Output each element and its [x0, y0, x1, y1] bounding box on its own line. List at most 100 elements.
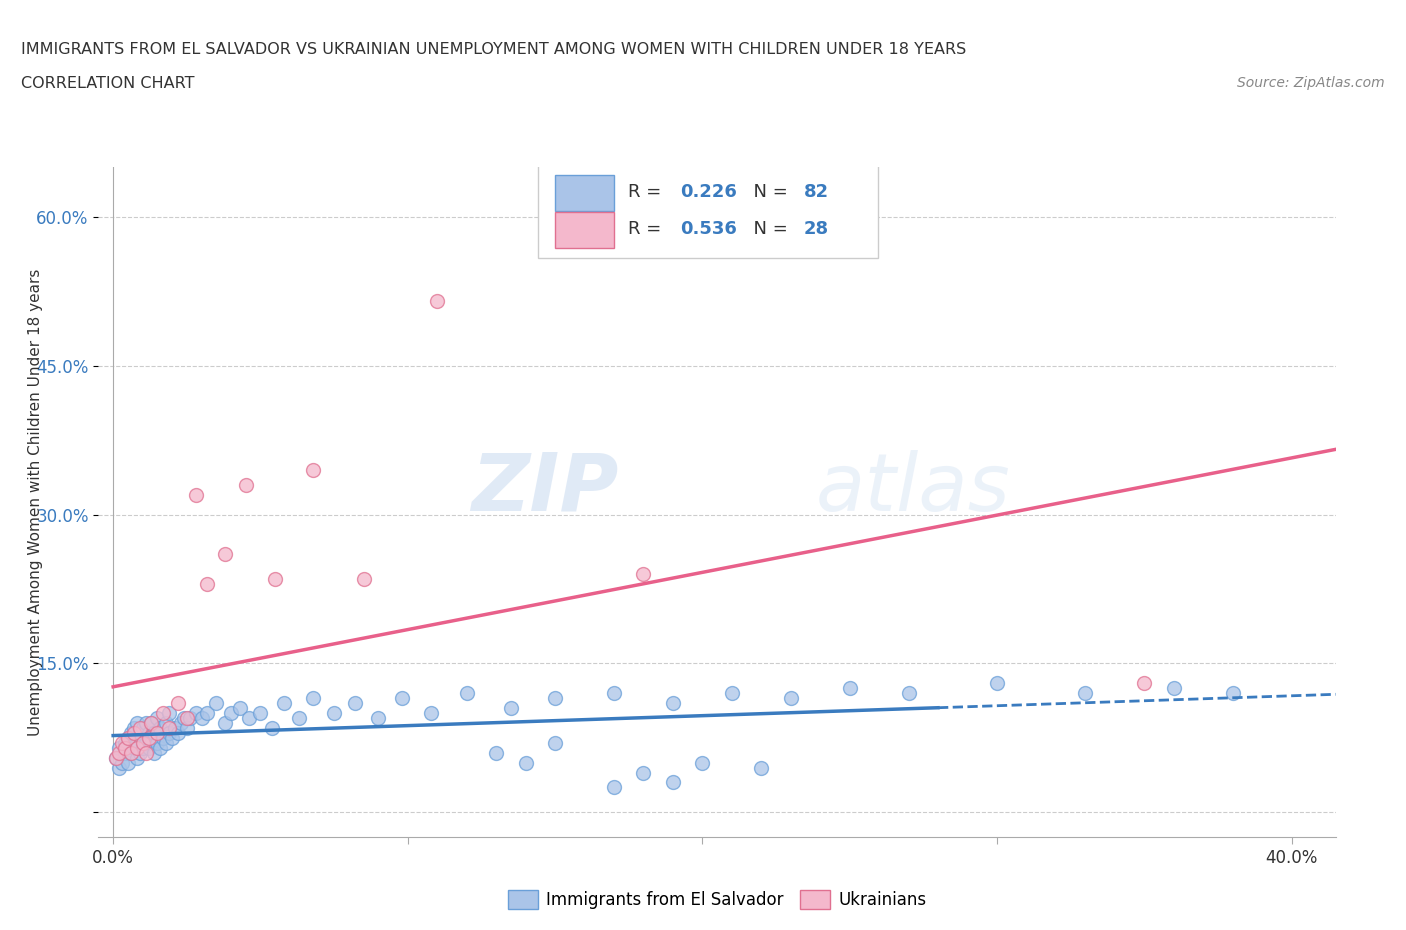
Point	[160, 730, 183, 745]
Point	[125, 715, 148, 730]
Text: R =: R =	[628, 220, 666, 238]
Point	[515, 755, 537, 770]
Text: Unemployment Among Women with Children Under 18 years: Unemployment Among Women with Children U…	[28, 269, 42, 736]
Point	[146, 711, 169, 725]
Point	[152, 730, 174, 745]
Point	[143, 745, 166, 760]
Point	[420, 706, 443, 721]
Point	[146, 725, 169, 740]
Text: N =: N =	[742, 220, 793, 238]
Point	[114, 736, 136, 751]
Point	[219, 706, 242, 721]
FancyBboxPatch shape	[555, 212, 614, 248]
FancyBboxPatch shape	[537, 161, 877, 258]
Point	[108, 760, 131, 775]
Text: 82: 82	[804, 182, 828, 201]
Point	[603, 780, 626, 795]
Point	[155, 715, 177, 730]
Point	[170, 715, 193, 730]
Point	[197, 577, 219, 591]
Point	[264, 572, 287, 587]
Point	[128, 725, 150, 740]
Point	[117, 755, 139, 770]
Point	[897, 685, 920, 700]
Point	[184, 706, 207, 721]
Point	[141, 715, 163, 730]
Point	[122, 721, 145, 736]
Text: N =: N =	[742, 182, 793, 201]
Point	[485, 745, 508, 760]
Point	[157, 706, 180, 721]
Point	[114, 740, 136, 755]
Point	[141, 715, 163, 730]
Point	[122, 740, 145, 755]
Point	[157, 721, 180, 736]
Point	[323, 706, 346, 721]
Point	[117, 730, 139, 745]
Point	[986, 676, 1008, 691]
Point	[135, 715, 157, 730]
Point	[1222, 685, 1244, 700]
Point	[287, 711, 309, 725]
Point	[138, 740, 160, 755]
Point	[120, 745, 142, 760]
Point	[214, 715, 236, 730]
Point	[302, 691, 325, 706]
Point	[128, 745, 150, 760]
Point	[125, 751, 148, 765]
Point	[749, 760, 772, 775]
Point	[128, 721, 150, 736]
Point	[249, 706, 271, 721]
Text: IMMIGRANTS FROM EL SALVADOR VS UKRAINIAN UNEMPLOYMENT AMONG WOMEN WITH CHILDREN : IMMIGRANTS FROM EL SALVADOR VS UKRAINIAN…	[21, 42, 966, 57]
Point	[157, 725, 180, 740]
Point	[633, 765, 655, 780]
Point	[135, 736, 157, 751]
Point	[176, 721, 198, 736]
Point	[179, 711, 201, 725]
Point	[456, 685, 478, 700]
Point	[108, 740, 131, 755]
Point	[302, 462, 325, 477]
Point	[167, 696, 190, 711]
Point	[262, 721, 284, 736]
Point	[131, 721, 153, 736]
Point	[343, 696, 366, 711]
Point	[122, 725, 145, 740]
Point	[1074, 685, 1097, 700]
Point	[229, 700, 252, 715]
Point	[152, 706, 174, 721]
Text: R =: R =	[628, 182, 666, 201]
Point	[167, 725, 190, 740]
Point	[125, 740, 148, 755]
Point	[125, 736, 148, 751]
Point	[238, 711, 260, 725]
Point	[544, 736, 567, 751]
Point	[838, 681, 860, 696]
Point	[273, 696, 295, 711]
Point	[138, 730, 160, 745]
Point	[662, 696, 685, 711]
Text: 0.536: 0.536	[681, 220, 737, 238]
Point	[173, 711, 195, 725]
Point	[114, 745, 136, 760]
Text: 0.226: 0.226	[681, 182, 737, 201]
Text: Source: ZipAtlas.com: Source: ZipAtlas.com	[1237, 76, 1385, 90]
Point	[367, 711, 389, 725]
Point	[499, 700, 522, 715]
Point	[197, 706, 219, 721]
Point	[353, 572, 375, 587]
Point	[692, 755, 714, 770]
Legend: Immigrants from El Salvador, Ukrainians: Immigrants from El Salvador, Ukrainians	[501, 884, 934, 916]
Point	[184, 487, 207, 502]
Point	[138, 725, 160, 740]
Point	[111, 755, 134, 770]
Point	[214, 547, 236, 562]
Point	[779, 691, 801, 706]
Point	[662, 775, 685, 790]
Point	[391, 691, 413, 706]
Point	[205, 696, 228, 711]
Point	[155, 736, 177, 751]
Text: atlas: atlas	[815, 450, 1011, 528]
Point	[426, 294, 449, 309]
Point	[105, 751, 128, 765]
